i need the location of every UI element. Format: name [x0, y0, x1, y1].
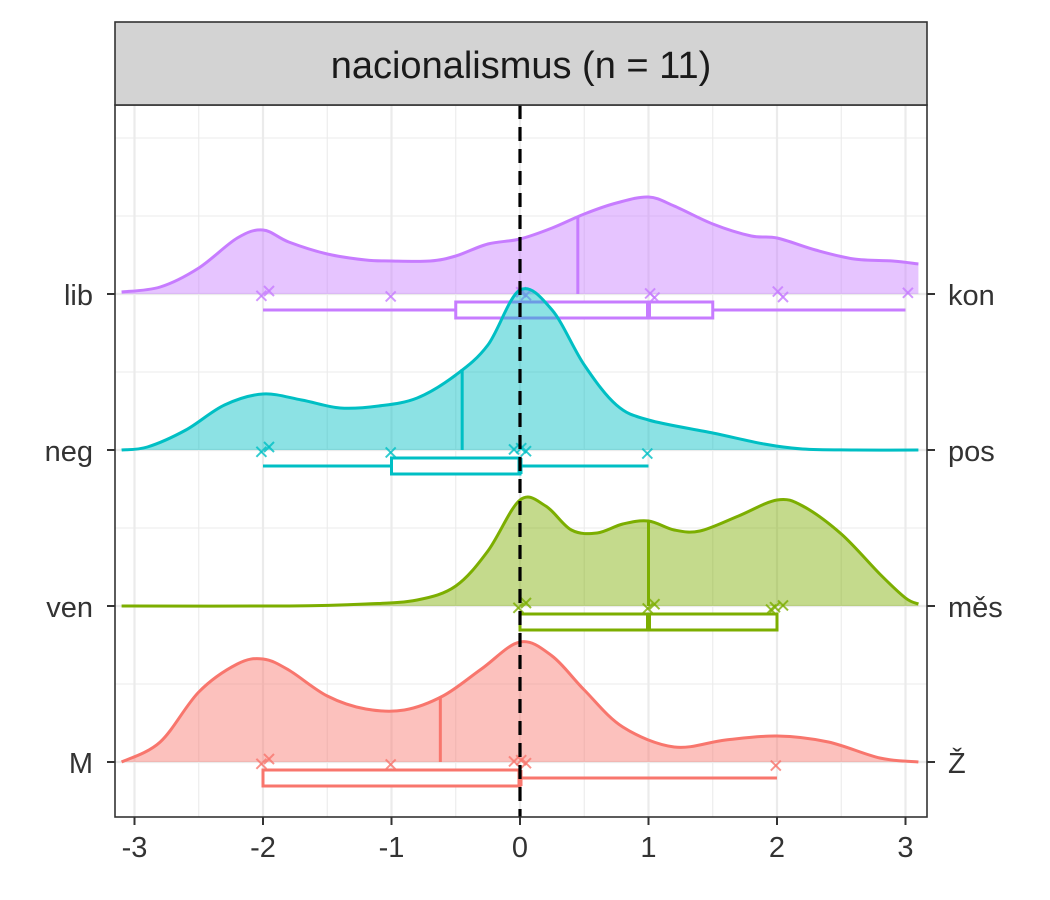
- data-point: [384, 758, 397, 771]
- x-tick-label: -3: [122, 832, 148, 864]
- data-point: [520, 597, 532, 609]
- point-stroke: [255, 446, 268, 458]
- data-point: [641, 447, 654, 460]
- box-body: [390, 456, 522, 476]
- point-stroke: [508, 755, 520, 768]
- right-label-pos: pos: [948, 436, 995, 468]
- data-point: [255, 290, 268, 302]
- point-stroke: [255, 758, 268, 770]
- point-stroke: [777, 599, 789, 612]
- point-stroke: [902, 287, 914, 299]
- point-stroke: [777, 291, 789, 303]
- density-line: [121, 287, 919, 452]
- point-stroke: [520, 757, 532, 769]
- point-stroke: [520, 445, 532, 457]
- right-label-kon: kon: [948, 280, 995, 312]
- data-point: [263, 753, 275, 765]
- data-point: [648, 598, 661, 610]
- point-stroke: [384, 290, 397, 303]
- point-stroke: [384, 758, 397, 771]
- point-stroke: [384, 446, 397, 459]
- point-stroke: [770, 759, 782, 772]
- right-label-měs: měs: [948, 592, 1003, 624]
- point-stroke: [263, 753, 275, 765]
- point-stroke: [263, 441, 275, 453]
- x-tick-label: -1: [379, 832, 405, 864]
- left-label-lib: lib: [64, 280, 93, 312]
- x-tick-label: 2: [769, 832, 785, 864]
- x-axis: -3 -2 -1 0 1 2 3: [122, 817, 914, 864]
- density-line: [120, 640, 919, 764]
- box-body: [454, 300, 715, 320]
- density-line: [121, 495, 920, 608]
- point-stroke: [520, 289, 532, 301]
- data-point: [520, 289, 532, 301]
- data-point: [384, 446, 397, 459]
- right-axis: kon pos měs Ž: [927, 280, 1003, 780]
- data-point: [384, 290, 397, 303]
- x-tick-label: 1: [640, 832, 656, 864]
- data-point: [263, 285, 275, 297]
- left-label-ven: ven: [46, 592, 93, 624]
- point-stroke: [648, 598, 661, 610]
- x-tick-label: 3: [897, 832, 913, 864]
- point-stroke: [520, 597, 532, 609]
- data-point: [255, 446, 268, 458]
- data-point: [777, 291, 789, 303]
- point-stroke: [255, 290, 268, 302]
- data-point: [520, 757, 532, 769]
- data-point: [770, 759, 782, 772]
- point-stroke: [263, 285, 275, 297]
- chart-title: nacionalismus (n = 11): [331, 45, 712, 87]
- data-point: [641, 602, 654, 615]
- left-axis: lib neg ven M: [45, 280, 115, 780]
- x-tick-label: 0: [512, 832, 528, 864]
- box-body: [261, 768, 522, 788]
- left-label-M: M: [69, 748, 93, 780]
- point-stroke: [641, 447, 654, 460]
- data-point: [520, 445, 532, 457]
- data-point: [508, 755, 520, 768]
- x-tick-label: -2: [250, 832, 276, 864]
- point-stroke: [515, 754, 527, 766]
- data-point: [902, 287, 914, 299]
- data-point: [512, 602, 525, 614]
- strip-background: [114, 21, 928, 106]
- left-label-neg: neg: [45, 436, 93, 468]
- point-stroke: [508, 443, 520, 456]
- data-point: [263, 441, 275, 453]
- data-point: [508, 443, 520, 456]
- point-stroke: [772, 285, 784, 298]
- point-stroke: [641, 602, 654, 615]
- point-stroke: [512, 602, 525, 614]
- right-label-Ž: Ž: [948, 747, 966, 780]
- data-point: [255, 758, 268, 770]
- data-point: [777, 599, 789, 612]
